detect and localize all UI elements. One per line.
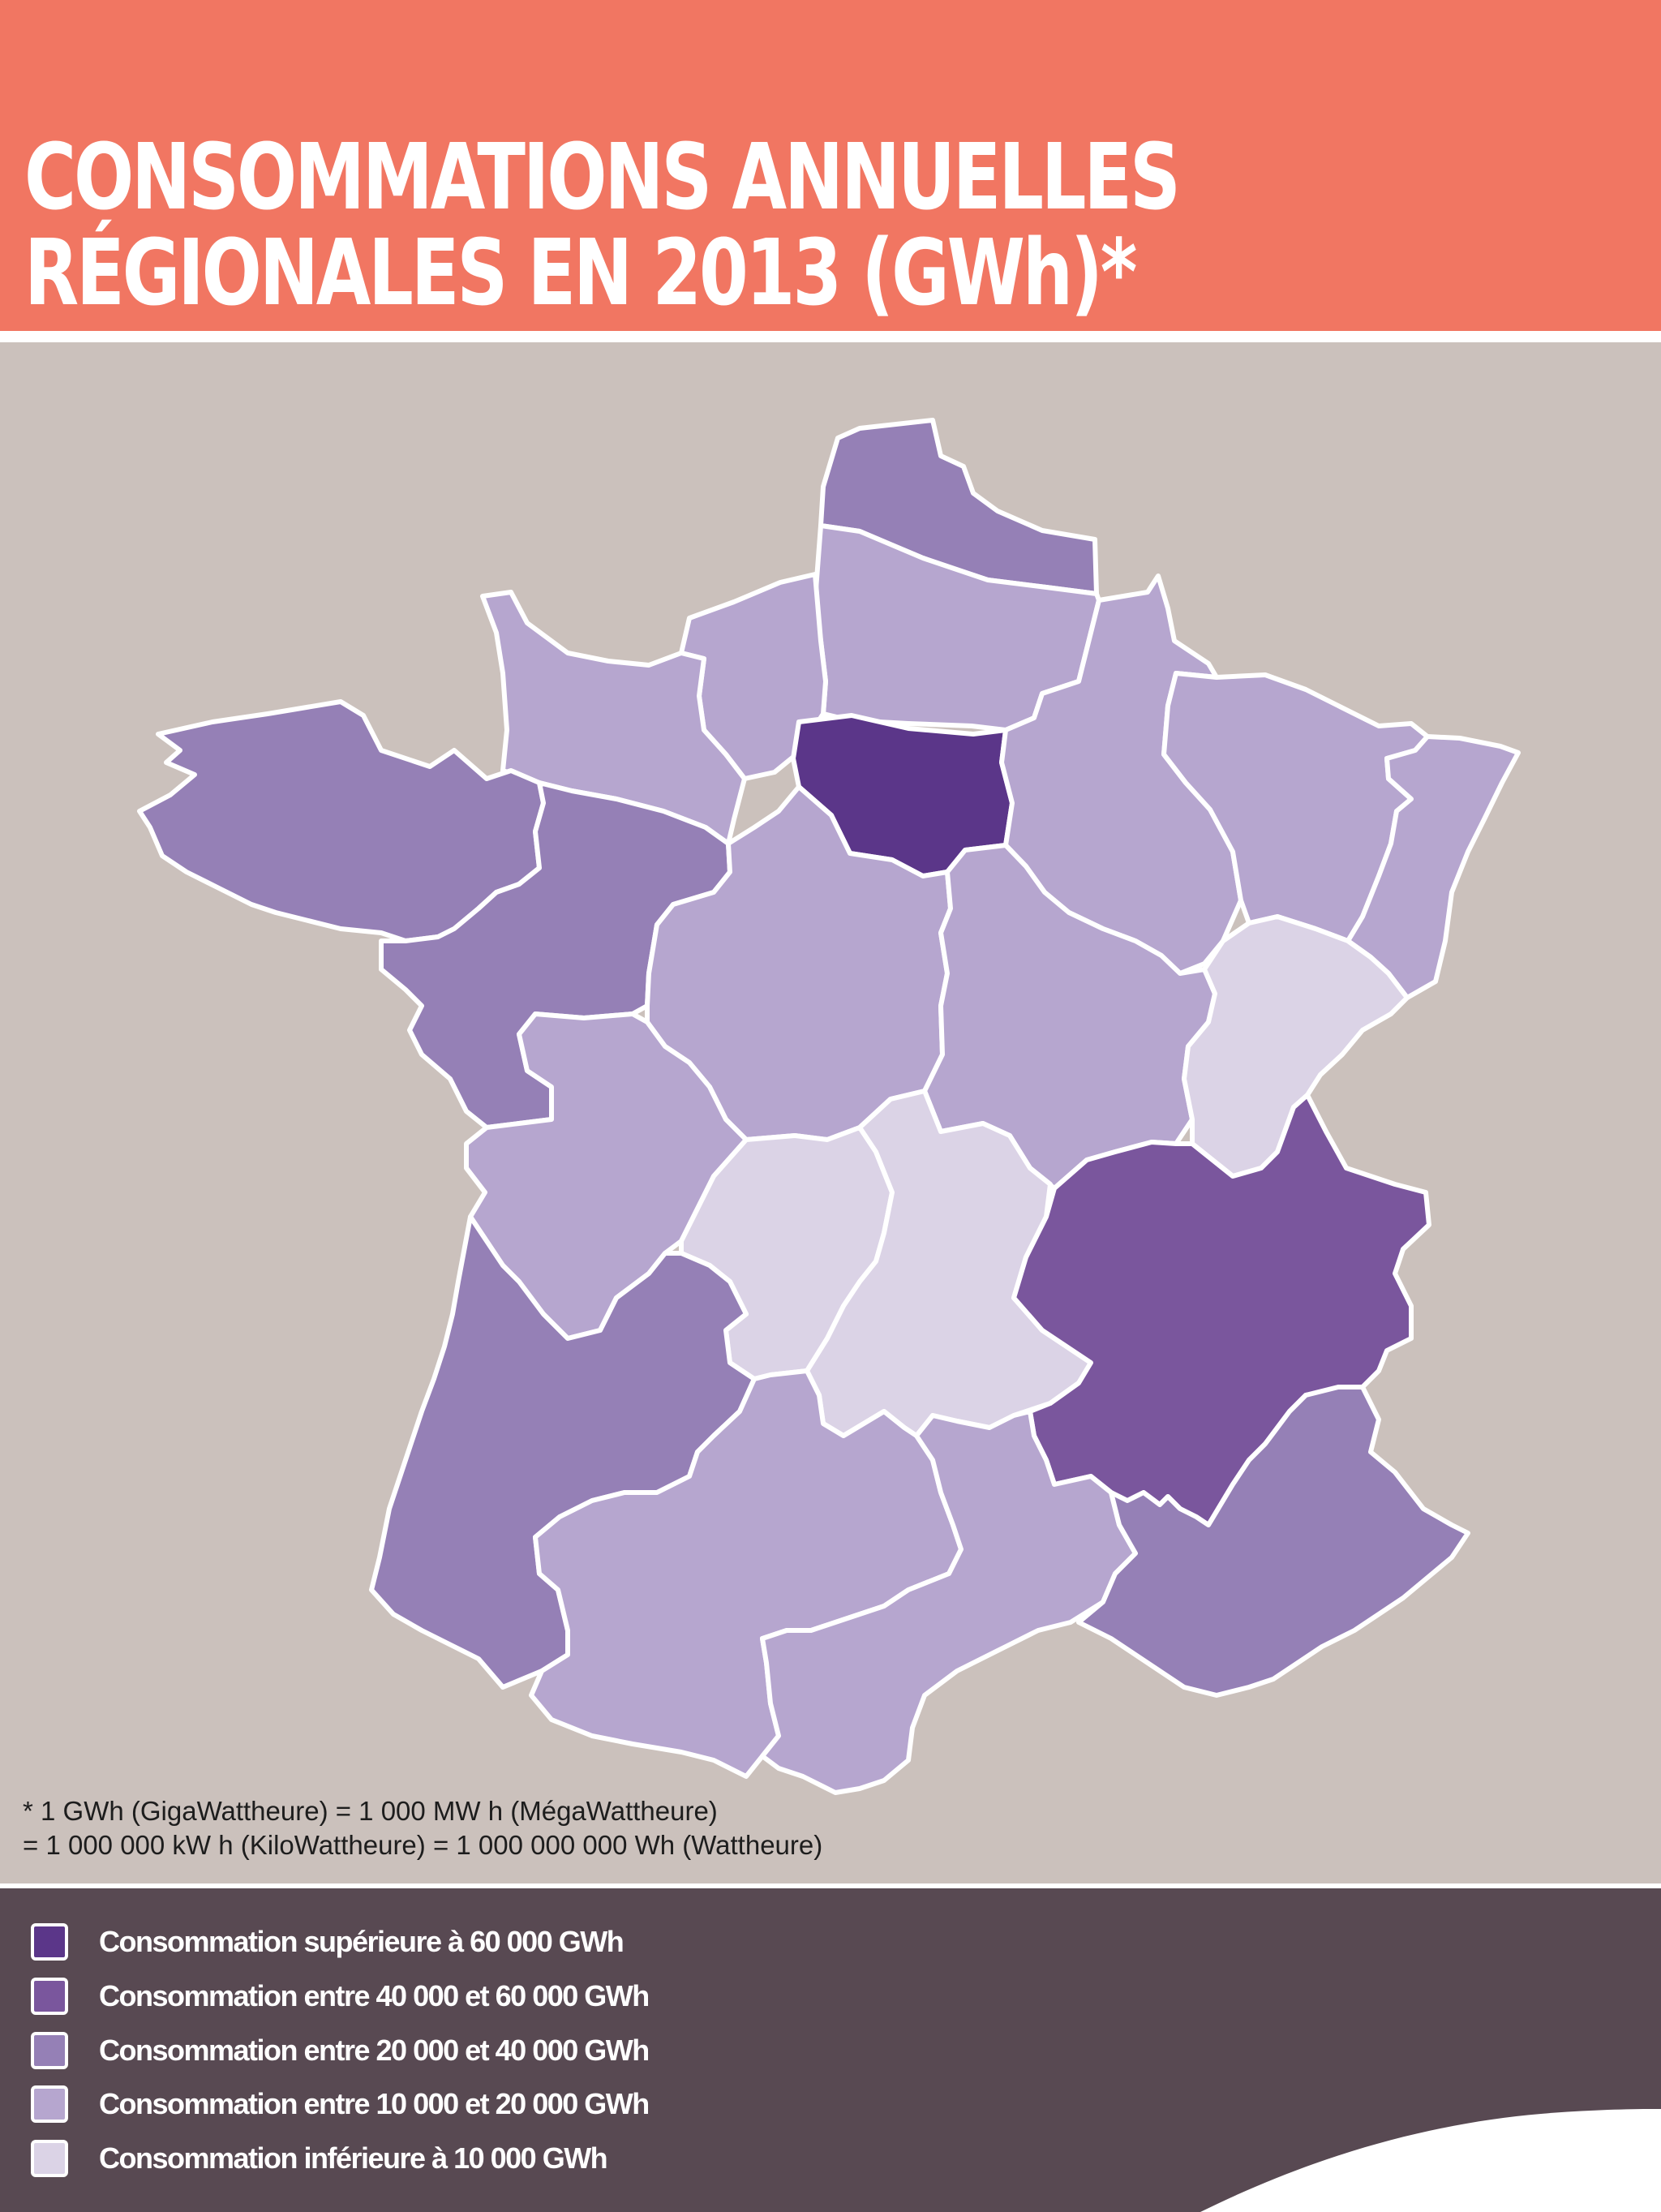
legend-label: Consommation entre 10 000 et 20 000 GWh xyxy=(99,2087,650,2120)
legend-item-20000-40000: Consommation entre 20 000 et 40 000 GWh xyxy=(31,2029,650,2072)
legend-swatch xyxy=(31,1923,68,1961)
legend-item-below-10000: Consommation inférieure à 10 000 GWh xyxy=(31,2137,608,2180)
region-basse-normandie[interactable] xyxy=(480,590,747,846)
region-bourgogne[interactable] xyxy=(922,843,1217,1191)
legend-swatch xyxy=(31,1978,68,2015)
footnote: * 1 GWh (GigaWattheure) = 1 000 MW h (Mé… xyxy=(23,1794,822,1862)
footnote-line-2: = 1 000 000 kW h (KiloWattheure) = 1 000… xyxy=(23,1830,823,1860)
title-line-2: RÉGIONALES EN 2013 (GWh)* xyxy=(24,221,1137,326)
region-languedoc-roussillon[interactable] xyxy=(760,1409,1138,1795)
header-banner: CONSOMMATIONS ANNUELLES RÉGIONALES EN 20… xyxy=(0,0,1661,331)
legend-label: Consommation inférieure à 10 000 GWh xyxy=(99,2141,608,2175)
legend-label: Consommation supérieure à 60 000 GWh xyxy=(99,1925,624,1958)
footnote-line-1: * 1 GWh (GigaWattheure) = 1 000 MW h (Mé… xyxy=(23,1796,718,1826)
map-panel: * 1 GWh (GigaWattheure) = 1 000 MW h (Mé… xyxy=(0,342,1661,1883)
legend-item-10000-20000: Consommation entre 10 000 et 20 000 GWh xyxy=(31,2083,650,2125)
region-provence-alpes-cote-dazur[interactable] xyxy=(1076,1385,1470,1698)
legend-item-above-60000: Consommation supérieure à 60 000 GWh xyxy=(31,1921,624,1963)
title-line-1: CONSOMMATIONS ANNUELLES xyxy=(24,125,1181,230)
legend-label: Consommation entre 20 000 et 40 000 GWh xyxy=(99,2034,650,2067)
legend-swatch xyxy=(31,2140,68,2177)
legend-swatch xyxy=(31,2085,68,2123)
page-title: CONSOMMATIONS ANNUELLES RÉGIONALES EN 20… xyxy=(24,125,1181,326)
legend-label: Consommation entre 40 000 et 60 000 GWh xyxy=(99,1979,650,2012)
decorative-swoosh xyxy=(1200,2109,1661,2212)
france-map xyxy=(137,418,1521,1795)
legend-swatch xyxy=(31,2032,68,2069)
legend-panel: Consommation supérieure à 60 000 GWh Con… xyxy=(0,1888,1661,2212)
legend-item-40000-60000: Consommation entre 40 000 et 60 000 GWh xyxy=(31,1975,650,2017)
region-champagne-ardenne[interactable] xyxy=(999,573,1243,976)
